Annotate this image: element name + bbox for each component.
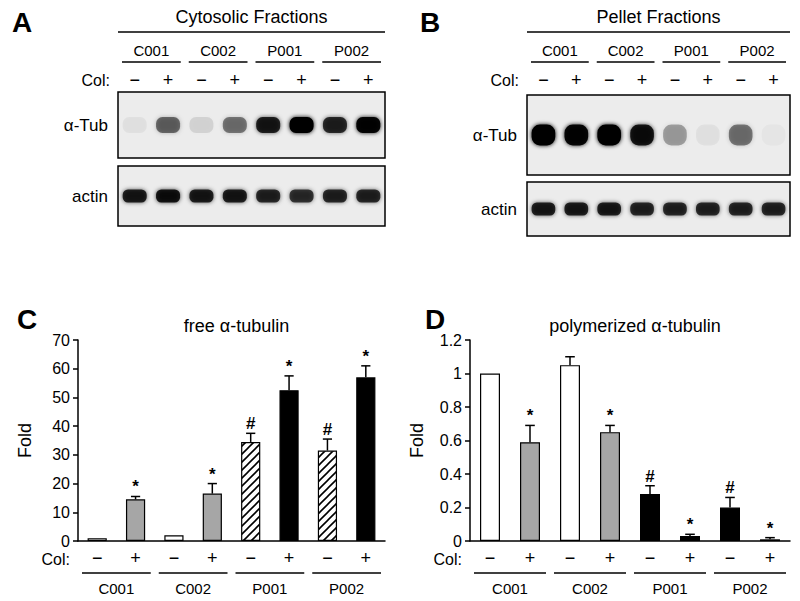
svg-text:+: + bbox=[768, 70, 779, 90]
svg-text:Col:: Col: bbox=[491, 72, 519, 89]
svg-text:−: − bbox=[263, 70, 274, 90]
svg-text:+: + bbox=[637, 70, 648, 90]
svg-text:D: D bbox=[425, 304, 445, 335]
svg-text:C: C bbox=[17, 304, 37, 335]
svg-text:+: + bbox=[525, 548, 536, 568]
svg-text:C001: C001 bbox=[492, 580, 528, 597]
svg-text:1: 1 bbox=[453, 365, 462, 382]
svg-text:−: − bbox=[604, 70, 615, 90]
svg-text:60: 60 bbox=[52, 360, 70, 377]
svg-text:α-Tub: α-Tub bbox=[473, 126, 517, 145]
svg-text:P002: P002 bbox=[329, 580, 364, 597]
svg-text:#: # bbox=[323, 420, 333, 439]
svg-text:+: + bbox=[363, 70, 374, 90]
svg-text:0.6: 0.6 bbox=[440, 432, 462, 449]
svg-text:+: + bbox=[703, 70, 714, 90]
svg-text:+: + bbox=[685, 548, 696, 568]
svg-text:−: − bbox=[245, 548, 256, 568]
svg-text:#: # bbox=[725, 478, 735, 497]
svg-text:P001: P001 bbox=[652, 580, 687, 597]
svg-text:20: 20 bbox=[52, 475, 70, 492]
svg-text:C002: C002 bbox=[608, 42, 644, 59]
svg-text:Fold: Fold bbox=[15, 423, 35, 458]
svg-text:P001: P001 bbox=[267, 42, 302, 59]
svg-text:C002: C002 bbox=[200, 42, 236, 59]
svg-text:+: + bbox=[605, 548, 616, 568]
svg-text:*: * bbox=[209, 465, 216, 484]
svg-text:−: − bbox=[196, 70, 207, 90]
svg-text:0.8: 0.8 bbox=[440, 399, 462, 416]
svg-text:0.2: 0.2 bbox=[440, 499, 462, 516]
svg-text:Fold: Fold bbox=[407, 423, 427, 458]
svg-text:−: − bbox=[735, 70, 746, 90]
svg-text:*: * bbox=[527, 406, 534, 425]
svg-text:*: * bbox=[767, 519, 774, 538]
svg-text:P002: P002 bbox=[740, 42, 775, 59]
svg-text:+: + bbox=[130, 548, 141, 568]
svg-text:+: + bbox=[296, 70, 307, 90]
svg-text:+: + bbox=[361, 548, 372, 568]
svg-text:C001: C001 bbox=[542, 42, 578, 59]
svg-text:C001: C001 bbox=[98, 580, 134, 597]
svg-text:30: 30 bbox=[52, 446, 70, 463]
svg-text:Pellet Fractions: Pellet Fractions bbox=[596, 7, 720, 27]
svg-text:Cytosolic Fractions: Cytosolic Fractions bbox=[175, 7, 327, 27]
svg-text:+: + bbox=[571, 70, 582, 90]
svg-text:free α-tubulin: free α-tubulin bbox=[184, 316, 289, 336]
svg-text:Col:: Col: bbox=[434, 551, 462, 568]
svg-text:−: − bbox=[645, 548, 656, 568]
svg-text:B: B bbox=[420, 7, 440, 38]
svg-text:P002: P002 bbox=[732, 580, 767, 597]
svg-text:0: 0 bbox=[61, 533, 70, 550]
svg-text:+: + bbox=[207, 548, 218, 568]
svg-text:−: − bbox=[330, 70, 341, 90]
svg-text:10: 10 bbox=[52, 504, 70, 521]
svg-text:+: + bbox=[284, 548, 295, 568]
svg-text:−: − bbox=[485, 548, 496, 568]
svg-text:−: − bbox=[565, 548, 576, 568]
svg-text:*: * bbox=[687, 515, 694, 534]
svg-text:0.4: 0.4 bbox=[440, 466, 462, 483]
svg-text:1.2: 1.2 bbox=[439, 331, 462, 349]
svg-text:−: − bbox=[92, 548, 103, 568]
svg-text:*: * bbox=[363, 347, 370, 366]
svg-text:P002: P002 bbox=[334, 42, 369, 59]
svg-text:+: + bbox=[230, 70, 241, 90]
svg-text:polymerized α-tubulin: polymerized α-tubulin bbox=[549, 316, 720, 336]
svg-text:actin: actin bbox=[481, 200, 517, 219]
svg-text:−: − bbox=[169, 548, 180, 568]
svg-text:−: − bbox=[538, 70, 549, 90]
svg-text:−: − bbox=[670, 70, 681, 90]
svg-text:α-Tub: α-Tub bbox=[64, 116, 108, 135]
svg-text:Col:: Col: bbox=[42, 551, 70, 568]
svg-text:70: 70 bbox=[52, 332, 70, 349]
svg-text:*: * bbox=[286, 357, 293, 376]
svg-text:C001: C001 bbox=[133, 42, 169, 59]
svg-text:C002: C002 bbox=[175, 580, 211, 597]
svg-text:−: − bbox=[129, 70, 140, 90]
svg-text:P001: P001 bbox=[252, 580, 287, 597]
svg-text:40: 40 bbox=[52, 418, 70, 435]
svg-text:0: 0 bbox=[453, 533, 462, 550]
svg-text:−: − bbox=[725, 548, 736, 568]
svg-text:+: + bbox=[163, 70, 174, 90]
svg-text:actin: actin bbox=[72, 187, 108, 206]
svg-text:C002: C002 bbox=[572, 580, 608, 597]
svg-text:#: # bbox=[246, 414, 256, 433]
svg-text:*: * bbox=[607, 406, 614, 425]
svg-text:P001: P001 bbox=[674, 42, 709, 59]
svg-text:A: A bbox=[12, 7, 32, 38]
svg-text:50: 50 bbox=[52, 389, 70, 406]
svg-text:*: * bbox=[132, 477, 139, 496]
svg-text:Col:: Col: bbox=[82, 72, 110, 89]
svg-text:#: # bbox=[645, 467, 655, 486]
svg-text:+: + bbox=[765, 548, 776, 568]
svg-text:−: − bbox=[322, 548, 333, 568]
